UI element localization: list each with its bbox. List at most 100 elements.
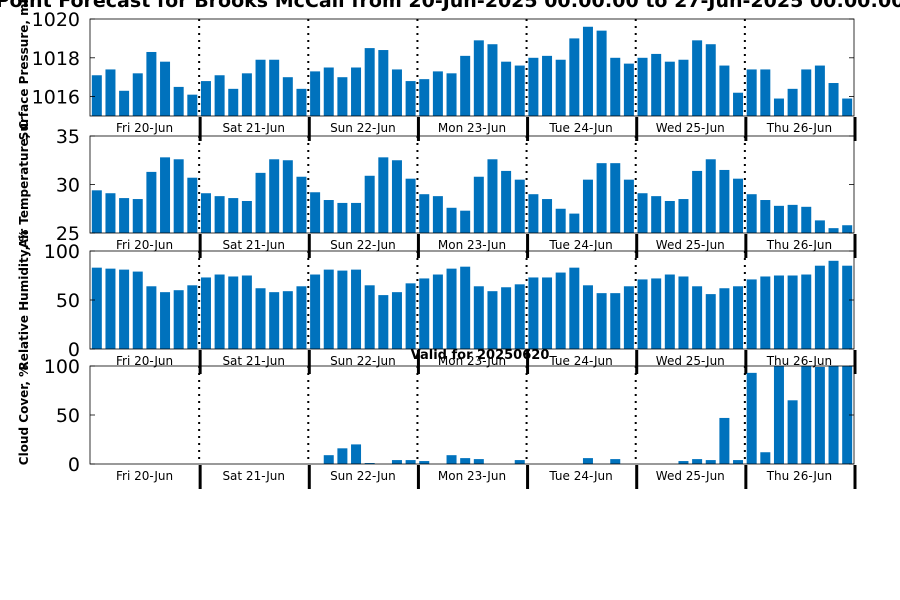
data-bar	[828, 228, 839, 233]
data-bar	[760, 69, 771, 116]
data-bar	[842, 366, 853, 464]
data-bar	[364, 48, 375, 116]
data-bar	[596, 30, 607, 116]
data-bar	[787, 400, 798, 464]
data-bar	[610, 57, 621, 116]
data-bar	[432, 71, 443, 116]
data-bar	[446, 207, 457, 233]
panel-subtitle: Valid for 20250620	[411, 348, 550, 363]
data-bar	[733, 460, 744, 464]
data-bar	[487, 291, 498, 349]
day-label: Thu 26-Jun	[766, 238, 832, 252]
y-tick-label: 1016	[32, 87, 80, 109]
day-label: Tue 24-Jun	[548, 121, 612, 135]
y-axis-label: Surface Pressure, mb	[17, 0, 31, 140]
data-bar	[842, 225, 853, 233]
data-bar	[323, 200, 334, 233]
data-bar	[132, 73, 143, 116]
y-axis-label: Air Temperature, C	[17, 121, 31, 249]
data-bar	[814, 265, 825, 349]
data-bar	[692, 286, 703, 349]
data-bar	[364, 175, 375, 233]
day-label: Wed 25-Jun	[656, 469, 725, 483]
y-axis-label: Cloud Cover, %	[17, 365, 31, 465]
data-bar	[446, 73, 457, 116]
data-bar	[419, 461, 430, 464]
data-bar	[378, 295, 389, 349]
data-bar	[119, 269, 130, 349]
data-bar	[337, 202, 348, 233]
data-bar	[200, 277, 211, 349]
data-bar	[569, 213, 580, 233]
data-bar	[255, 59, 266, 116]
data-bar	[432, 196, 443, 233]
data-bar	[432, 274, 443, 349]
data-bar	[746, 372, 757, 464]
day-label: Mon 23-Jun	[438, 238, 506, 252]
data-bar	[391, 460, 402, 464]
data-bar	[814, 220, 825, 233]
data-bar	[528, 277, 539, 349]
data-bar	[419, 79, 430, 116]
data-bar	[501, 170, 512, 233]
data-bar	[337, 270, 348, 349]
plot-frame	[89, 18, 855, 117]
data-bar	[582, 285, 593, 349]
day-label: Sat 21-Jun	[222, 469, 285, 483]
data-bar	[405, 283, 416, 349]
day-label: Mon 23-Jun	[438, 469, 506, 483]
data-bar	[678, 199, 689, 233]
data-bar	[801, 69, 812, 116]
data-bar	[200, 193, 211, 233]
y-tick-label: 25	[56, 223, 80, 245]
data-bar	[542, 55, 553, 116]
y-tick-label: 1018	[32, 48, 80, 70]
data-bar	[773, 98, 784, 116]
y-tick-label: 35	[56, 126, 80, 148]
data-bar	[473, 40, 484, 117]
data-bar	[296, 286, 307, 349]
day-label: Tue 24-Jun	[548, 354, 612, 368]
data-bar	[351, 269, 362, 349]
data-bar	[555, 59, 566, 116]
data-bar	[528, 194, 539, 233]
day-label: Mon 23-Jun	[438, 354, 506, 368]
data-bar	[241, 200, 252, 233]
data-bar	[637, 279, 648, 349]
data-bar	[596, 293, 607, 349]
data-bar	[460, 210, 471, 233]
data-bar	[105, 69, 116, 116]
day-label: Wed 25-Jun	[656, 238, 725, 252]
panel-4: 0 50 100 Fri 20-Jun Sat 21-Jun Sun 22-Jun Mon …	[17, 348, 857, 489]
day-label: Sun 22-Jun	[330, 121, 396, 135]
data-bar	[473, 459, 484, 464]
data-bar	[405, 81, 416, 116]
data-bar	[310, 71, 321, 116]
data-bar	[91, 75, 102, 116]
data-bar	[801, 206, 812, 233]
data-bar	[582, 26, 593, 116]
data-bar	[705, 159, 716, 233]
data-bar	[296, 88, 307, 116]
data-bar	[241, 73, 252, 116]
data-bar	[364, 285, 375, 349]
data-bar	[187, 285, 198, 349]
day-label: Fri 20-Jun	[116, 238, 173, 252]
data-bar	[678, 276, 689, 349]
data-bar	[637, 193, 648, 233]
data-bar	[610, 293, 621, 349]
y-tick-label: 100	[44, 356, 80, 378]
data-bar	[460, 55, 471, 116]
data-bar	[651, 196, 662, 233]
data-bar	[255, 288, 266, 349]
data-bar	[337, 448, 348, 464]
data-bar	[419, 278, 430, 349]
day-label: Wed 25-Jun	[656, 354, 725, 368]
data-bar	[787, 275, 798, 349]
data-bar	[228, 276, 239, 349]
data-bar	[146, 171, 157, 233]
y-tick-label: 0	[68, 339, 80, 361]
data-bar	[555, 272, 566, 349]
data-bar	[214, 196, 225, 233]
data-bar	[460, 458, 471, 464]
